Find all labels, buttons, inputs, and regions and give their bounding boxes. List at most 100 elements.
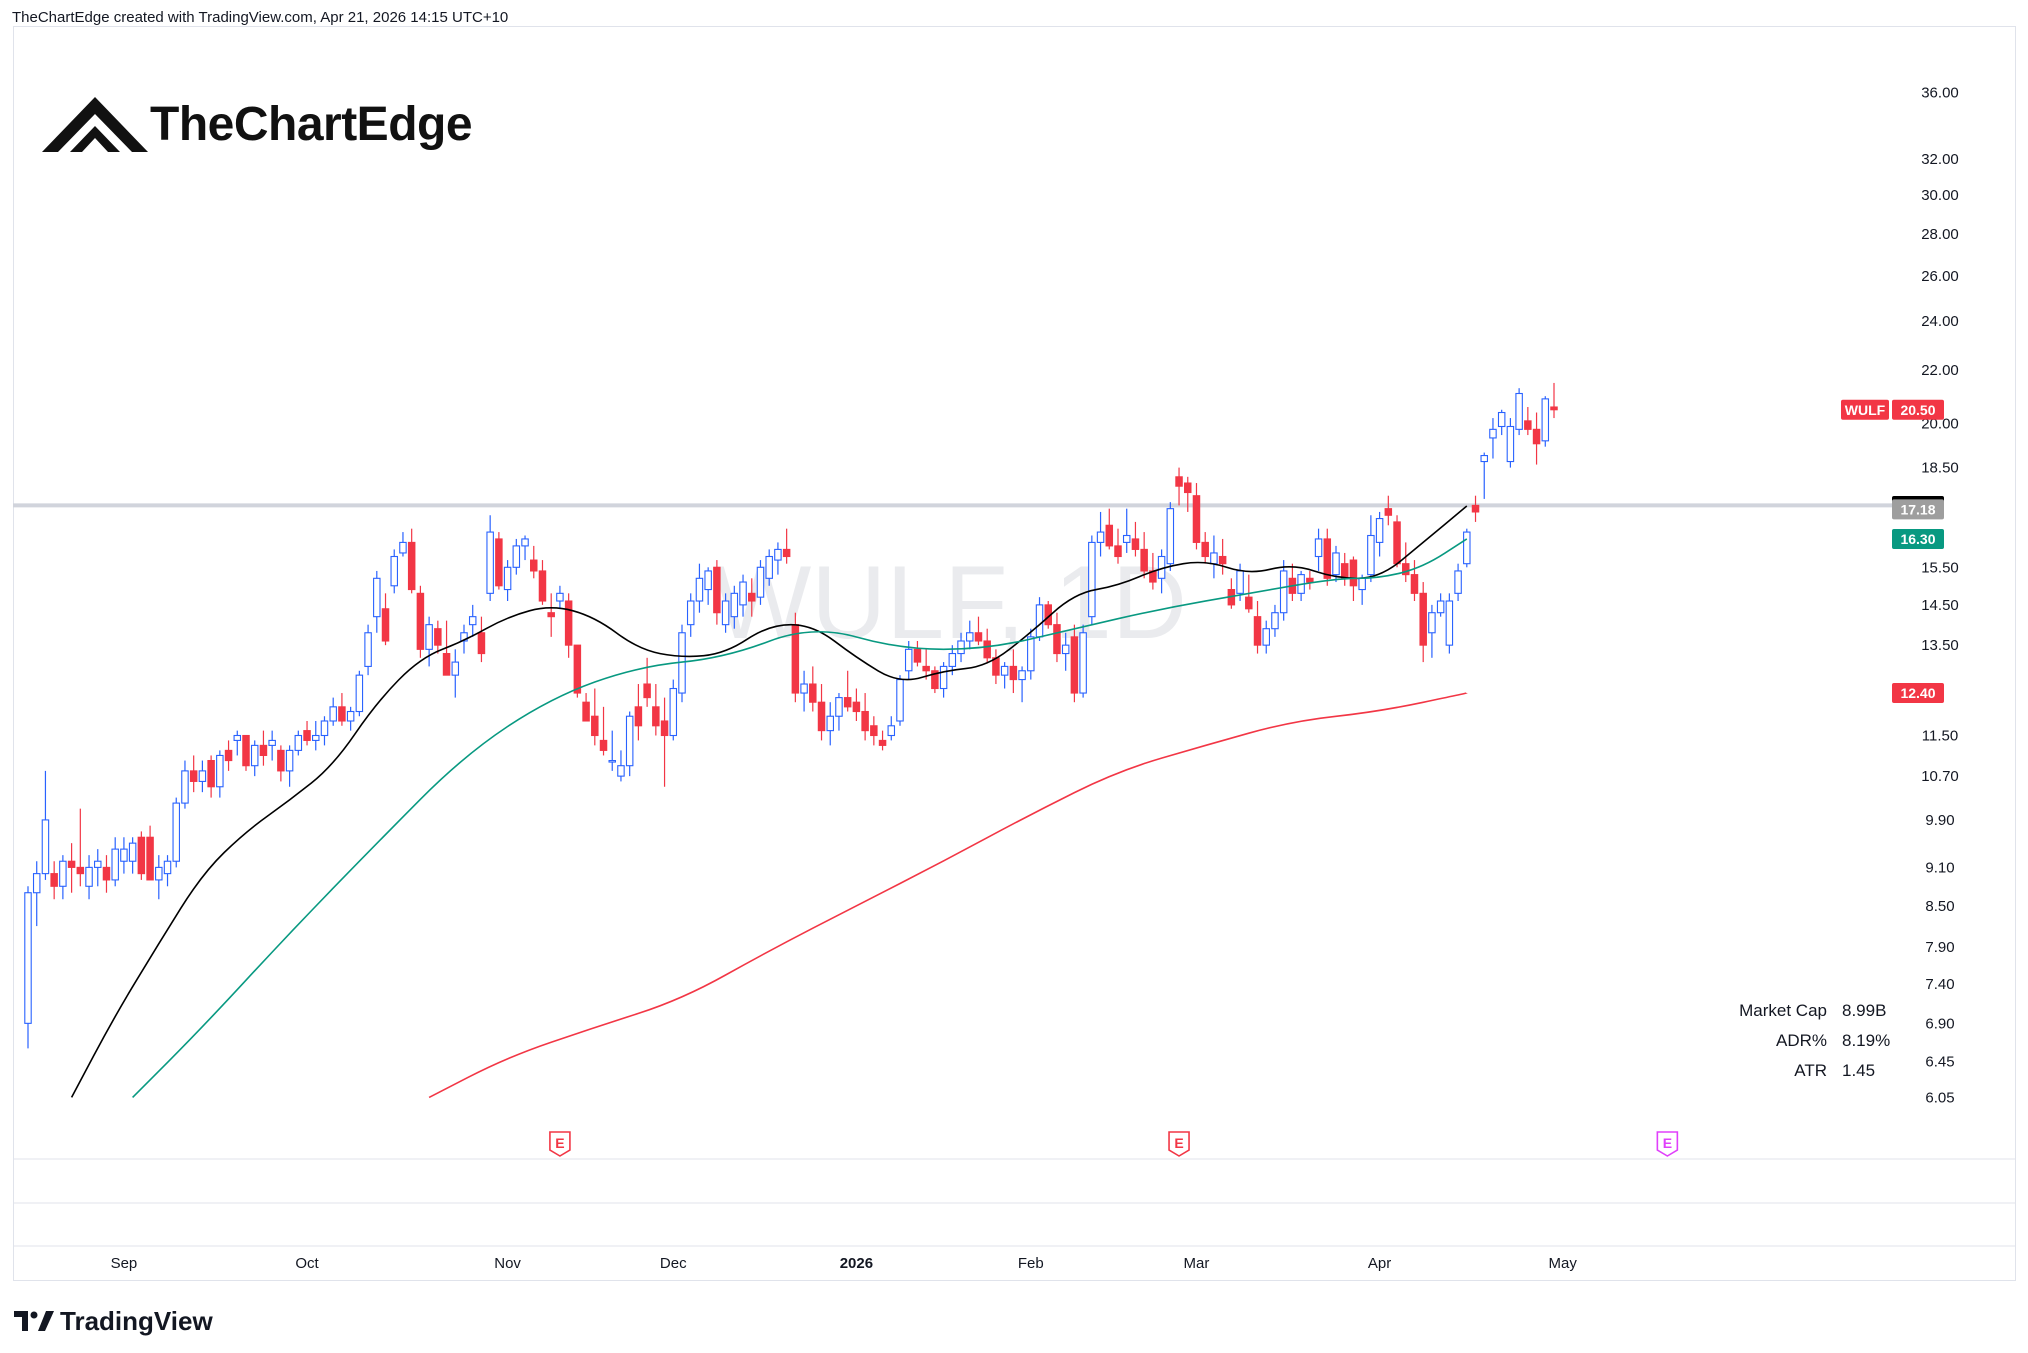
candle-body — [111, 848, 119, 881]
candle-body — [1018, 670, 1026, 681]
candle-body — [1436, 600, 1445, 614]
candle-body — [102, 866, 111, 881]
candle-body — [1524, 420, 1532, 430]
candle — [85, 855, 93, 900]
candle-body — [669, 687, 678, 737]
candle-body — [922, 665, 930, 672]
candle — [1489, 418, 1497, 459]
tradingview-logo-text: TradingView — [60, 1305, 213, 1336]
y-tick-label: 6.90 — [1925, 1015, 1954, 1032]
candle — [1358, 574, 1366, 605]
candle-body — [320, 720, 329, 737]
candle-body — [468, 616, 477, 626]
candle — [277, 745, 285, 782]
candle-body — [774, 548, 782, 561]
candle — [599, 706, 608, 756]
candle — [826, 702, 834, 746]
candle — [146, 825, 154, 881]
candle-body — [155, 866, 163, 881]
candle — [1000, 662, 1009, 689]
candle — [1410, 560, 1419, 602]
candle — [1314, 528, 1323, 571]
candle-body — [948, 653, 957, 667]
candle — [1009, 649, 1018, 694]
candle — [695, 563, 704, 613]
candle — [434, 620, 442, 654]
candle-body — [250, 744, 259, 767]
candle — [652, 684, 660, 736]
y-tick-label: 20.00 — [1921, 416, 1959, 433]
candle — [320, 716, 329, 746]
candle-body — [407, 541, 416, 591]
candle — [259, 730, 268, 766]
candle-body — [782, 548, 791, 558]
candle-body — [652, 706, 660, 727]
candle-body — [1306, 577, 1314, 583]
candle-body — [835, 697, 843, 717]
candle-body — [896, 679, 904, 722]
candle-body — [608, 759, 616, 763]
candle-body — [730, 592, 739, 618]
candle-body — [739, 581, 747, 606]
candle — [181, 760, 189, 809]
candle — [1140, 532, 1148, 579]
tradingview-logo[interactable]: TradingView — [14, 1306, 213, 1336]
candle — [730, 585, 739, 629]
candle-body — [1192, 495, 1201, 543]
candle — [957, 632, 965, 663]
candle-body — [1375, 518, 1384, 543]
candle — [686, 593, 695, 637]
candle — [503, 560, 512, 602]
candle — [556, 585, 564, 609]
candle-body — [434, 628, 442, 646]
candle-body — [643, 683, 651, 699]
price-tag-bg — [1892, 399, 1944, 420]
candle-body — [974, 632, 983, 642]
candle — [338, 693, 346, 726]
candle — [591, 688, 599, 746]
candle-body — [547, 612, 555, 618]
candle-body — [695, 577, 704, 602]
candle-body — [931, 670, 939, 690]
candle-body — [1140, 548, 1148, 572]
candle — [852, 688, 861, 721]
candle-body — [172, 802, 180, 862]
candle — [861, 693, 869, 741]
candle-body — [800, 683, 808, 694]
candle — [1114, 528, 1122, 564]
candle — [1122, 508, 1131, 553]
x-tick-label: Dec — [660, 1255, 687, 1272]
candle — [189, 755, 198, 793]
candle — [1131, 521, 1140, 557]
stats-key: Market Cap — [1739, 1001, 1827, 1020]
stats-value: 1.45 — [1842, 1061, 1876, 1080]
candle-body — [1210, 552, 1218, 565]
y-tick-label: 7.40 — [1925, 976, 1954, 993]
candle — [1393, 515, 1401, 568]
candle — [312, 720, 320, 751]
candle — [809, 666, 817, 712]
candle-body — [76, 866, 85, 875]
candle-body — [1402, 563, 1410, 576]
candle — [1184, 476, 1192, 512]
candle-body — [521, 538, 529, 547]
price-tag: 12.40 — [1892, 683, 1944, 704]
candle-body — [1105, 524, 1114, 547]
candle — [1166, 502, 1175, 571]
candle — [913, 640, 922, 667]
candle — [128, 837, 137, 874]
candle-body — [1070, 636, 1079, 694]
candle-body — [50, 873, 58, 887]
stats-value: 8.19% — [1842, 1031, 1891, 1050]
earnings-marker-label: E — [1174, 1135, 1183, 1151]
candle-body — [556, 592, 564, 602]
candle — [451, 649, 460, 698]
candle-body — [1079, 632, 1087, 694]
watermark: WULF, 1D — [713, 545, 1187, 661]
candle — [399, 532, 407, 557]
candle — [1436, 593, 1445, 617]
candle-body — [756, 566, 765, 598]
candle — [782, 528, 791, 564]
y-tick-label: 9.10 — [1925, 859, 1954, 876]
